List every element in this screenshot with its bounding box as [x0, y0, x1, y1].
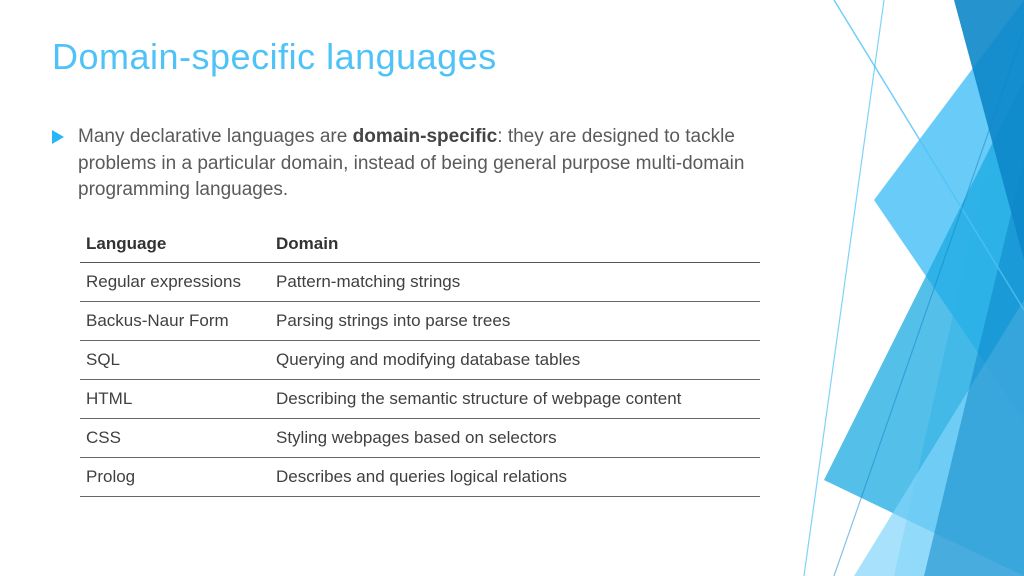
col-header-language: Language: [80, 226, 270, 263]
cell-domain: Parsing strings into parse trees: [270, 301, 760, 340]
table-row: Regular expressions Pattern-matching str…: [80, 262, 760, 301]
paragraph: Many declarative languages are domain-sp…: [78, 124, 814, 204]
paragraph-pre: Many declarative languages are: [78, 126, 353, 147]
table-row: HTML Describing the semantic structure o…: [80, 379, 760, 418]
col-header-domain: Domain: [270, 226, 760, 263]
paragraph-bold: domain-specific: [353, 126, 498, 147]
languages-table-wrap: Language Domain Regular expressions Patt…: [80, 226, 760, 497]
table-row: SQL Querying and modifying database tabl…: [80, 340, 760, 379]
cell-language: SQL: [80, 340, 270, 379]
cell-domain: Querying and modifying database tables: [270, 340, 760, 379]
cell-language: CSS: [80, 418, 270, 457]
slide: Domain-specific languages Many declarati…: [0, 0, 1024, 576]
bullet-marker-icon: [52, 130, 64, 144]
cell-domain: Pattern-matching strings: [270, 262, 760, 301]
cell-language: Prolog: [80, 457, 270, 496]
cell-language: Backus-Naur Form: [80, 301, 270, 340]
cell-language: HTML: [80, 379, 270, 418]
cell-domain: Styling webpages based on selectors: [270, 418, 760, 457]
bullet-item: Many declarative languages are domain-sp…: [52, 124, 814, 204]
table-row: Prolog Describes and queries logical rel…: [80, 457, 760, 496]
table-header-row: Language Domain: [80, 226, 760, 263]
cell-language: Regular expressions: [80, 262, 270, 301]
cell-domain: Describing the semantic structure of web…: [270, 379, 760, 418]
cell-domain: Describes and queries logical relations: [270, 457, 760, 496]
slide-body: Many declarative languages are domain-sp…: [52, 124, 844, 497]
languages-table: Language Domain Regular expressions Patt…: [80, 226, 760, 497]
slide-title: Domain-specific languages: [52, 36, 844, 78]
table-row: CSS Styling webpages based on selectors: [80, 418, 760, 457]
slide-content: Domain-specific languages Many declarati…: [52, 36, 844, 497]
table-row: Backus-Naur Form Parsing strings into pa…: [80, 301, 760, 340]
